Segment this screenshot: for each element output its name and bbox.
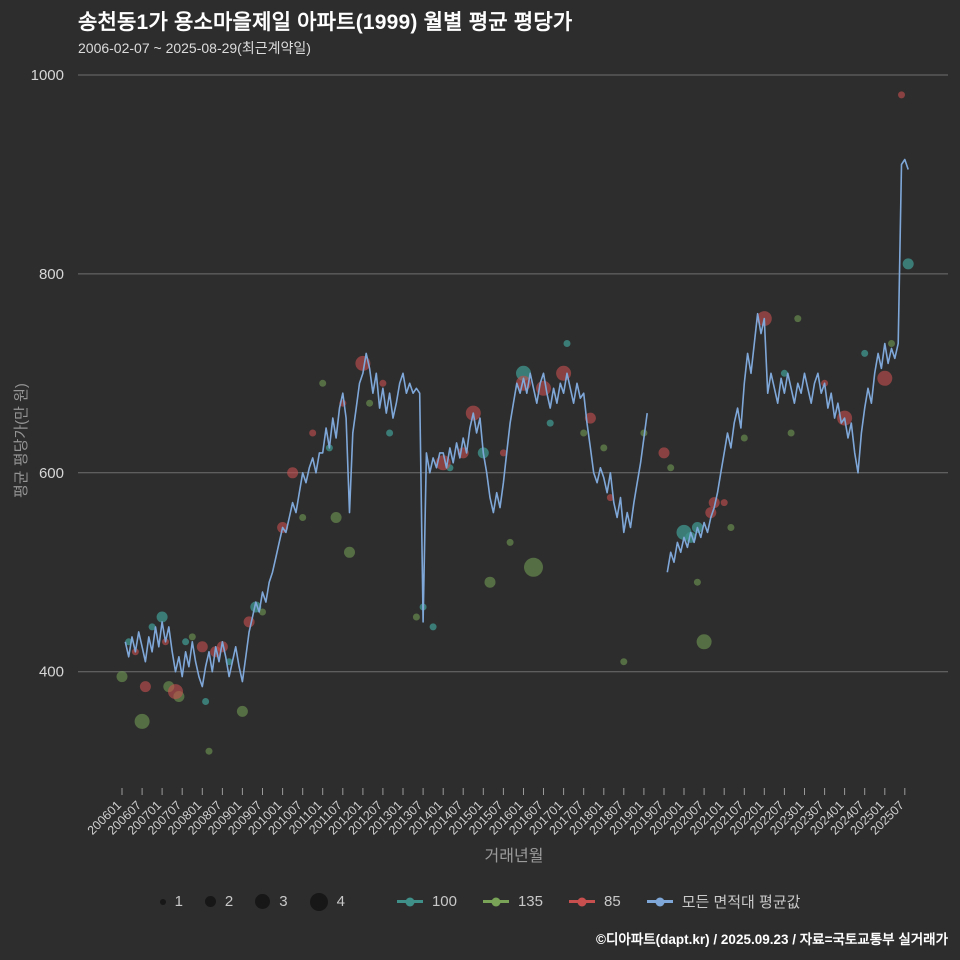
scatter-point-135[interactable] [236,705,248,717]
scatter-point-135[interactable] [259,608,266,616]
scatter-point-100[interactable] [563,340,571,347]
scatter-point-135[interactable] [787,429,795,437]
size-dot-icon [309,892,328,911]
scatter-point-135[interactable] [299,514,307,521]
series-marker-icon [569,897,595,906]
size-dot-icon [159,898,166,905]
legend-label: 모든 면적대 평균값 [681,894,801,911]
scatter-point-135[interactable] [116,671,128,683]
scatter-point-85[interactable] [606,494,614,502]
series-marker-icon [482,897,509,906]
size-legend-item-1: 1 [159,893,183,910]
scatter-point-135[interactable] [205,747,213,755]
scatter-point-85[interactable] [658,447,670,459]
scatter-point-85[interactable] [584,412,596,424]
scatter-point-135[interactable] [600,444,608,452]
scatter-point-85[interactable] [355,355,371,371]
legend-item-area-135[interactable]: 135 [482,893,543,910]
series-marker-icon [646,897,673,906]
scatter-point-85[interactable] [877,370,893,386]
scatter-point-135[interactable] [134,713,150,729]
scatter-point-100[interactable] [902,258,914,270]
average-line[interactable] [124,352,648,688]
scatter-point-135[interactable] [620,658,628,666]
scatter-point-135[interactable] [412,613,420,621]
chart-legend: 1 2 3 4 100 135 85 모든 면적대 평균값 [0,891,960,912]
scatter-point-135[interactable] [667,464,675,472]
scatter-point-135[interactable] [319,379,327,387]
scatter-point-85[interactable] [168,684,183,700]
scatter-point-85[interactable] [720,499,728,507]
scatter-point-100[interactable] [386,429,394,437]
scatter-point-135[interactable] [693,578,701,586]
scatter-point-135[interactable] [506,538,514,546]
scatter-point-100[interactable] [861,349,869,357]
legend-label: 135 [517,893,543,910]
series-marker-icon [396,897,423,906]
scatter-point-135[interactable] [727,524,735,531]
scatter-point-135[interactable] [740,434,748,442]
size-dot-icon [255,894,271,909]
y-tick-label: 600 [39,465,64,482]
scatter-point-135[interactable] [696,634,712,650]
size-legend-label: 1 [174,893,183,910]
legend-item-average-line[interactable]: 모든 면적대 평균값 [646,891,801,912]
size-legend-label: 2 [224,893,234,910]
x-axis-title: 거래년월 [484,848,544,865]
size-legend-item-2: 2 [204,893,234,910]
scatter-point-135[interactable] [794,315,802,323]
y-tick-label: 400 [39,664,64,681]
size-legend-item-4: 4 [309,892,345,911]
scatter-point-135[interactable] [484,576,496,588]
page-title: 송천동1가 용소마을제일 아파트(1999) 월별 평균 평당가 [78,11,573,34]
size-dot-icon [204,896,216,907]
scatter-point-135[interactable] [344,546,355,558]
y-tick-label: 800 [39,266,64,283]
scatter-point-135[interactable] [524,557,543,577]
page-subtitle: 2006-02-07 ~ 2025-08-29(최근계약일) [78,40,311,56]
y-tick-label: 1000 [31,67,64,84]
average-line[interactable] [666,158,909,573]
scatter-point-135[interactable] [330,512,342,523]
source-credit: ©디아파트(dapt.kr) / 2025.09.23 / 자료=국토교통부 실… [596,932,948,947]
scatter-point-135[interactable] [888,340,895,347]
scatter-point-100[interactable] [202,698,210,705]
scatter-point-85[interactable] [499,449,507,457]
scatter-point-85[interactable] [287,467,299,479]
legend-item-area-100[interactable]: 100 [396,893,457,910]
scatter-point-100[interactable] [546,419,554,427]
scatter-point-85[interactable] [708,497,720,509]
scatter-point-85[interactable] [379,379,387,387]
size-legend-label: 3 [279,893,288,910]
scatter-point-85[interactable] [196,641,208,653]
size-legend-item-3: 3 [255,893,288,910]
scatter-point-100[interactable] [780,369,788,377]
scatter-point-100[interactable] [148,623,156,631]
scatter-point-135[interactable] [580,429,588,437]
scatter-point-100[interactable] [429,623,437,631]
scatter-point-100[interactable] [182,638,190,646]
scatter-point-85[interactable] [216,641,228,653]
legend-label: 85 [604,893,621,910]
scatter-point-135[interactable] [366,399,374,407]
scatter-point-85[interactable] [898,91,905,99]
legend-label: 100 [431,893,457,910]
scatter-point-135[interactable] [188,633,196,641]
scatter-point-85[interactable] [309,429,317,437]
size-legend: 1 2 3 4 [159,892,345,911]
size-legend-label: 4 [336,893,345,910]
scatter-point-100[interactable] [156,611,168,623]
legend-item-area-85[interactable]: 85 [569,893,621,910]
scatter-point-85[interactable] [139,681,151,693]
